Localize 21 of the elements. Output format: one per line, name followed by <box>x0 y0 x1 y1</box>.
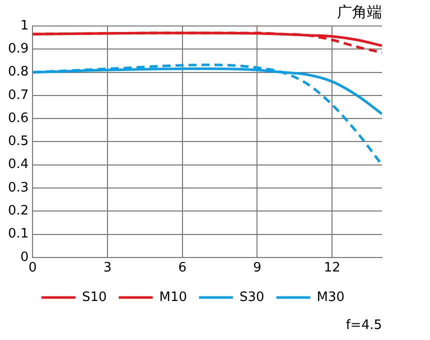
x-tick-label: 6 <box>178 260 187 276</box>
y-tick-label: 0.5 <box>8 134 29 150</box>
y-tick-label: 0.1 <box>8 226 29 242</box>
y-tick-label: 1 <box>20 18 29 34</box>
chart-title: 广角端 <box>337 2 382 21</box>
y-tick-label: 0.3 <box>8 180 29 196</box>
legend-label: S10 <box>82 290 107 305</box>
y-tick-label: 0.7 <box>8 88 29 103</box>
legend-label: M10 <box>159 290 188 305</box>
y-tick-label: 0.9 <box>8 42 29 57</box>
legend-label: M30 <box>316 290 345 305</box>
x-tick-label: 3 <box>103 260 112 276</box>
y-tick-label: 0.6 <box>8 110 29 126</box>
x-tick-label: 12 <box>324 260 340 276</box>
x-tick-label: 9 <box>253 260 262 276</box>
y-tick-label: 0.4 <box>8 157 29 172</box>
y-tick-label: 0.2 <box>8 203 29 218</box>
legend-label: S30 <box>240 290 264 305</box>
y-tick-label: 0.8 <box>8 64 29 80</box>
text: f=4.5 <box>346 318 382 333</box>
y-tick-label: 0 <box>20 250 29 265</box>
